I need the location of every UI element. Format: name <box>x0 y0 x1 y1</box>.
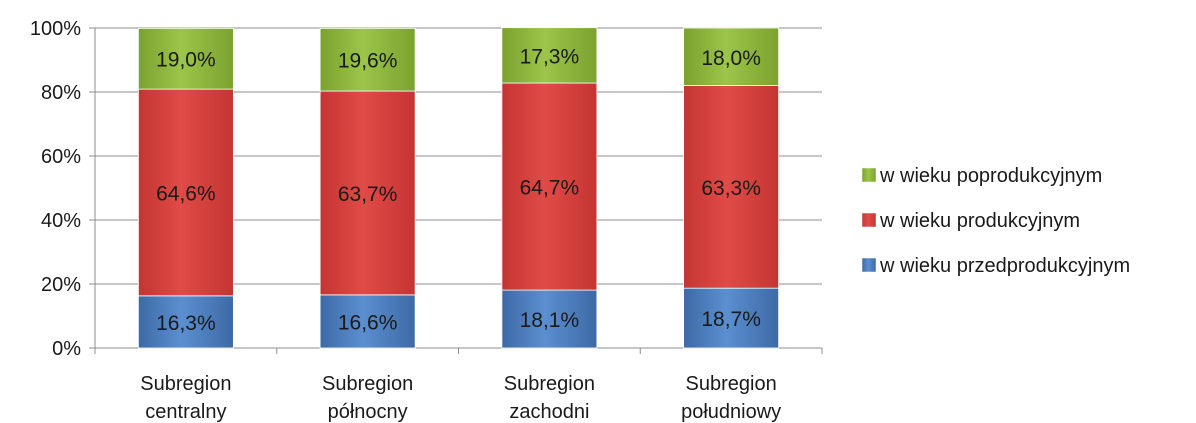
bar-segment <box>319 27 416 92</box>
y-tick-label: 60% <box>41 146 81 168</box>
y-tick-label: 100% <box>30 18 81 40</box>
bar-segment <box>683 27 780 86</box>
category-label: Subregion <box>686 373 777 395</box>
data-label: 16,3% <box>156 312 216 335</box>
data-label: 64,6% <box>156 182 216 205</box>
bars <box>137 27 780 349</box>
data-label: 63,3% <box>701 177 761 200</box>
category-label: Subregion <box>140 373 231 395</box>
legend-label: w wieku przedprodukcyjnym <box>879 255 1130 277</box>
data-label: 64,7% <box>520 177 580 200</box>
y-tick-label: 0% <box>52 338 81 360</box>
y-tick-label: 20% <box>41 274 81 296</box>
data-label: 18,0% <box>701 47 761 70</box>
bar-segment <box>683 287 780 349</box>
y-tick-label: 40% <box>41 210 81 232</box>
data-label: 18,7% <box>701 308 761 331</box>
bar-segment <box>319 90 416 296</box>
bar-segment <box>683 85 780 289</box>
category-label: Subregion <box>504 373 595 395</box>
bar-segment <box>137 88 234 297</box>
data-label: 63,7% <box>338 183 398 206</box>
legend-swatch <box>861 257 877 273</box>
category-label: Subregion <box>322 373 413 395</box>
data-label: 19,6% <box>338 50 398 73</box>
legend-swatch <box>861 212 877 228</box>
category-label: południowy <box>681 401 781 423</box>
data-labels: 16,3% 64,6% 19,0% 16,6% 63,7% 19,6% 18,1% 64,7%… <box>156 45 761 335</box>
y-tick-label: 80% <box>41 82 81 104</box>
category-label: centralny <box>145 401 226 423</box>
data-label: 16,6% <box>338 311 398 334</box>
data-label: 19,0% <box>156 49 216 72</box>
category-label: zachodni <box>509 401 589 423</box>
bar-segment <box>137 295 234 349</box>
legend-label: w wieku poprodukcyjnym <box>879 165 1102 187</box>
category-label: północny <box>328 401 408 423</box>
data-label: 18,1% <box>520 309 580 332</box>
legend-swatch <box>861 167 877 183</box>
data-label: 17,3% <box>520 45 580 68</box>
bar-segment <box>319 294 416 349</box>
bar-segment <box>501 27 598 84</box>
bar-segment <box>501 82 598 291</box>
legend-label: w wieku produkcyjnym <box>879 210 1080 232</box>
legend: w wieku poprodukcyjnym w wieku produkcyjn… <box>861 165 1130 277</box>
bar-segment <box>137 27 234 90</box>
